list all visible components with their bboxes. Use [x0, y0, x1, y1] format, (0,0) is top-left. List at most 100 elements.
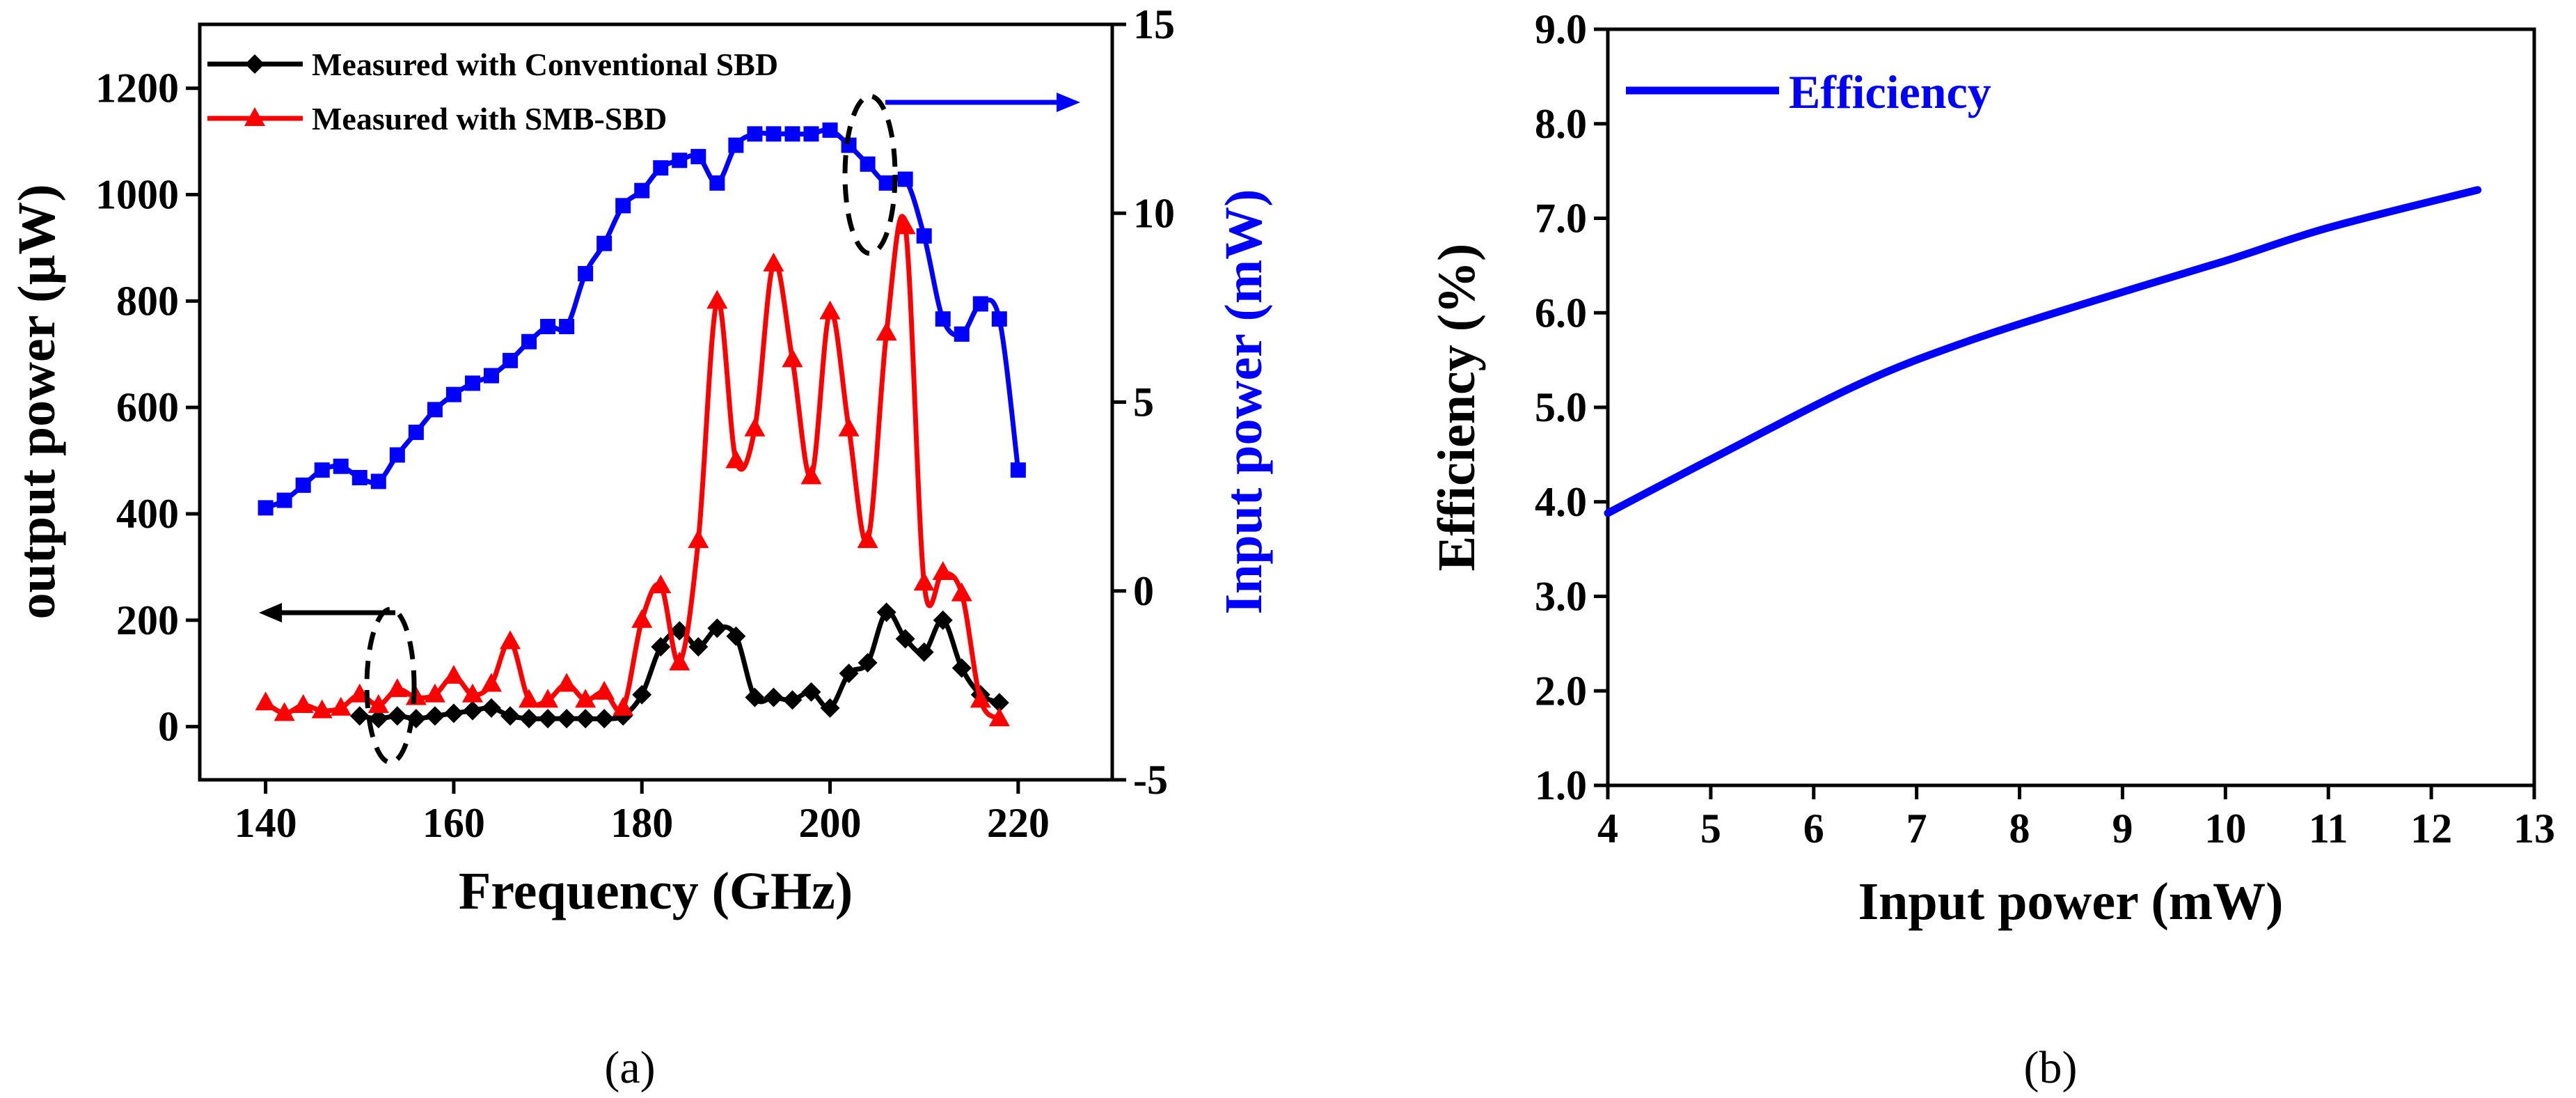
data-point-measured-with-smb-sbd — [386, 678, 408, 698]
series-line-measured-with-smb-sbd — [264, 214, 1002, 721]
data-point-measured-with-smb-sbd — [650, 574, 672, 594]
chart-a-annotations — [259, 93, 1080, 765]
data-point-measured-with-smb-sbd — [613, 696, 634, 716]
data-point-measured-with-smb-sbd — [894, 215, 916, 235]
data-point-measured-with-conventional-sbd — [688, 636, 709, 657]
data-point-measured-with-smb-sbd — [782, 348, 803, 368]
data-point-measured-with-smb-sbd — [763, 252, 784, 272]
data-point-measured-with-conventional-sbd — [557, 709, 577, 729]
data-point-measured-with-smb-sbd — [330, 696, 351, 716]
data-point-input-power — [295, 477, 311, 493]
data-point-measured-with-smb-sbd — [725, 449, 747, 469]
data-point-input-power — [503, 352, 519, 368]
x-tick-label: 12 — [2410, 806, 2452, 852]
data-point-input-power — [483, 368, 499, 384]
chart-b-y-axis-title: Efficiency (%) — [1428, 244, 1486, 572]
data-point-input-power — [427, 402, 443, 418]
data-point-measured-with-conventional-sbd — [443, 703, 464, 723]
x-tick-label: 8 — [2009, 806, 2030, 852]
data-point-measured-with-conventional-sbd — [632, 684, 652, 705]
y-left-tick-label: 1000 — [95, 172, 179, 218]
y-right-tick-label: -5 — [1133, 757, 1168, 803]
data-point-measured-with-smb-sbd — [800, 465, 822, 485]
x-tick-label: 6 — [1803, 806, 1824, 852]
x-tick-label: 13 — [2513, 806, 2555, 852]
data-point-measured-with-smb-sbd — [500, 630, 521, 650]
data-point-measured-with-conventional-sbd — [707, 618, 727, 638]
data-point-measured-with-smb-sbd — [537, 689, 559, 708]
data-point-input-power — [634, 182, 650, 198]
chart-a-caption: (a) — [604, 1042, 655, 1093]
x-tick-label: 140 — [235, 800, 297, 846]
data-point-measured-with-smb-sbd — [274, 702, 295, 721]
data-point-measured-with-conventional-sbd — [726, 626, 746, 646]
data-point-measured-with-smb-sbd — [706, 290, 728, 309]
data-point-input-power — [596, 235, 613, 251]
data-point-input-power — [728, 137, 744, 153]
y-right-tick-label: 10 — [1133, 190, 1175, 236]
y-left-tick-label: 800 — [116, 278, 179, 324]
y-tick-label: 8.0 — [1535, 101, 1587, 147]
data-point-input-power — [615, 198, 631, 214]
data-point-measured-with-smb-sbd — [913, 572, 935, 591]
x-tick-label: 10 — [2204, 806, 2246, 852]
data-point-input-power — [370, 473, 386, 489]
data-point-measured-with-conventional-sbd — [895, 629, 915, 649]
data-point-measured-with-conventional-sbd — [425, 706, 445, 726]
legend-label-conventional: Measured with Conventional SBD — [312, 47, 778, 82]
left-axis-arrowhead — [259, 603, 282, 622]
data-point-measured-with-smb-sbd — [631, 609, 653, 628]
x-tick-label: 9 — [2112, 806, 2133, 852]
data-point-measured-with-conventional-sbd — [876, 602, 896, 622]
data-point-measured-with-conventional-sbd — [519, 709, 539, 729]
y-tick-label: 9.0 — [1535, 6, 1587, 52]
data-point-input-power — [897, 171, 913, 187]
legend-label-smb: Measured with SMB-SBD — [312, 101, 667, 136]
data-point-measured-with-conventional-sbd — [349, 706, 370, 726]
data-point-measured-with-conventional-sbd — [951, 658, 972, 678]
data-point-measured-with-smb-sbd — [819, 300, 841, 320]
data-point-measured-with-conventional-sbd — [462, 700, 482, 721]
x-tick-label: 11 — [2309, 806, 2348, 852]
data-point-measured-with-smb-sbd — [255, 691, 276, 711]
chart-a-right-y-axis-title: Input power (mW) — [1215, 189, 1273, 615]
chart-b: 4 5 6 7 8 9 10 11 12 13 1.0 2.0 3.0 4.0 5.0 6.0 7.0 8.0 9.… — [1428, 6, 2555, 1093]
data-point-measured-with-conventional-sbd — [387, 706, 407, 726]
chart-b-plot-frame — [1606, 27, 2536, 787]
chart-a-ticks: 140 160 180 200 220 0 200 400 600 800 1000 1200 -5 0 5… — [95, 1, 1175, 846]
data-point-input-power — [954, 326, 970, 342]
x-tick-label: 7 — [1906, 806, 1927, 852]
data-point-input-power — [464, 375, 480, 391]
data-point-input-power — [559, 319, 575, 334]
data-point-input-power — [333, 458, 349, 474]
data-point-measured-with-smb-sbd — [594, 680, 615, 700]
left-series-ellipse — [364, 606, 417, 765]
y-left-tick-label: 400 — [116, 491, 179, 537]
data-point-measured-with-conventional-sbd — [651, 636, 671, 657]
data-point-input-power — [276, 492, 292, 508]
legend-marker-smb — [244, 107, 265, 126]
y-right-tick-label: 0 — [1133, 568, 1154, 614]
data-point-input-power — [445, 386, 461, 402]
data-point-measured-with-smb-sbd — [688, 529, 709, 549]
y-left-tick-label: 600 — [116, 384, 179, 430]
data-point-measured-with-conventional-sbd — [820, 698, 840, 718]
data-point-measured-with-smb-sbd — [443, 665, 464, 684]
data-point-input-power — [991, 311, 1007, 327]
data-point-measured-with-smb-sbd — [575, 689, 596, 708]
data-point-input-power — [578, 266, 594, 282]
data-point-measured-with-smb-sbd — [519, 689, 540, 708]
y-right-tick-label: 15 — [1133, 1, 1175, 47]
data-point-input-power — [972, 296, 988, 312]
y-left-tick-label: 0 — [158, 704, 179, 750]
y-tick-label: 2.0 — [1535, 668, 1587, 714]
data-point-measured-with-conventional-sbd — [764, 687, 784, 707]
data-point-measured-with-smb-sbd — [744, 417, 766, 437]
chart-b-ticks: 4 5 6 7 8 9 10 11 12 13 1.0 2.0 3.0 4.0 5.0 6.0 7.0 8.0 9.… — [1535, 6, 2555, 852]
data-point-measured-with-conventional-sbd — [368, 709, 388, 729]
data-point-input-power — [389, 447, 405, 463]
data-point-input-power — [540, 319, 556, 334]
chart-a-x-axis-title: Frequency (GHz) — [459, 862, 853, 920]
data-point-measured-with-smb-sbd — [480, 673, 502, 692]
